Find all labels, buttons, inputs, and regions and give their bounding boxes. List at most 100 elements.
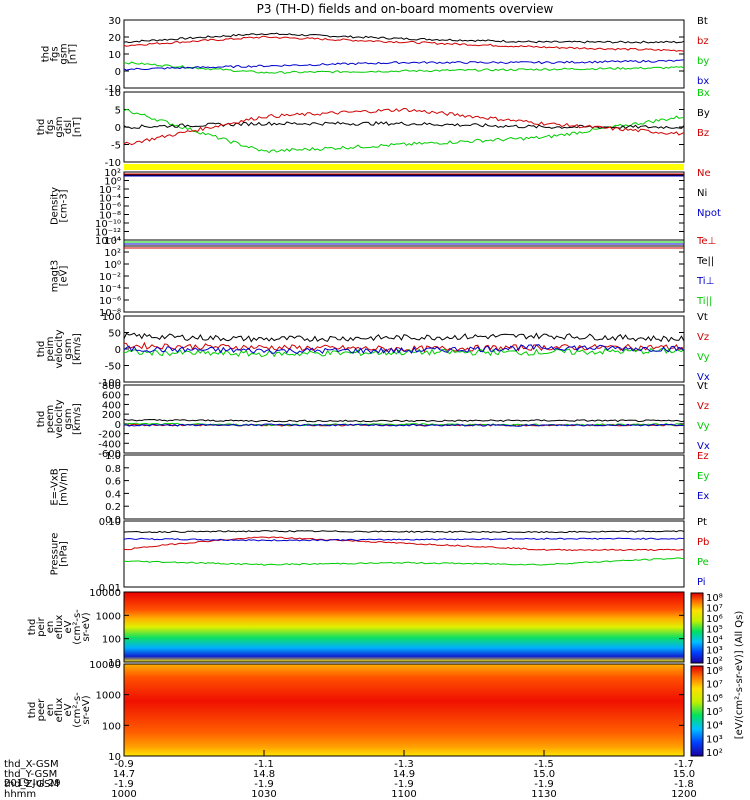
x-tick-label: -1.8 — [674, 779, 694, 790]
y-tick-label: 10⁻¹⁰ — [95, 219, 121, 230]
y-tick-label: 200 — [102, 410, 121, 421]
y-tick-label: -50 — [105, 362, 121, 373]
y-tick-label: 0.0 — [105, 515, 121, 526]
legend-pressure-3: Pi — [697, 577, 706, 588]
series-fgs-gsm-dsl-Bx — [123, 108, 684, 154]
legend-density-2: Npot — [697, 208, 721, 219]
panel-peim-vel: 100500-50-100thdpeimvelocitygsm[km/s]VtV… — [36, 312, 710, 389]
y-tick-label: 50 — [108, 329, 121, 340]
series-fgs-gsm-bz — [123, 35, 685, 52]
y-axis-label: peer — [36, 698, 47, 722]
colorbar-ticks: 10⁸10⁷10⁶10⁵10⁴10³10²10⁸10⁷10⁶10⁵10⁴10³1… — [706, 593, 723, 759]
legend-density-1: Ni — [697, 188, 707, 199]
x-tick-label: 14.9 — [393, 769, 415, 780]
y-axis-label: thd — [36, 341, 47, 358]
legend-fgs-gsm-0: Bt — [697, 16, 708, 27]
y-tick-label: 100 — [102, 721, 121, 732]
date-label: 2019 Jul 29 — [4, 778, 61, 789]
peir-spectrogram — [124, 592, 684, 662]
y-tick-label: 1000 — [96, 611, 121, 622]
y-axis-label: eV — [63, 703, 74, 716]
x-tick-label: 1030 — [251, 789, 276, 800]
legend-pressure-0: Pt — [697, 517, 707, 528]
y-axis-label: thd — [41, 46, 52, 63]
panel-peer-spec: 10000 1000 100 10 thdpeerenefluxeV(cm²-s-sr-… — [27, 660, 685, 763]
series-fgs-gsm-by — [123, 61, 685, 75]
x-tick-label: 1200 — [671, 789, 696, 800]
panel-efield: 1.0 0.8 0.60.4 0.2 0.0 E=-VxB[mV/m] Ez Ey Ex — [50, 451, 710, 526]
panel-pressure: 0.10 0.01 Pressure[nPa] Pt Pb Pe Pi — [50, 517, 710, 594]
colorbar-tick-label: 10⁵ — [706, 625, 723, 636]
panel-frame — [123, 384, 685, 454]
y-axis-label: gsm — [63, 408, 74, 429]
peer-spectrogram — [124, 664, 684, 756]
y-axis-label: peir — [36, 616, 47, 636]
colorbar-lower — [690, 665, 704, 757]
y-tick-label: -600 — [98, 449, 121, 460]
series-pressure-Pe — [123, 557, 685, 566]
y-axis-label: [cm-3] — [59, 189, 70, 222]
y-tick-label: 100 — [102, 312, 121, 323]
y-tick-label: 0.4 — [105, 489, 121, 500]
panel-frame — [123, 239, 685, 313]
y-tick-label: 1000 — [96, 691, 121, 702]
legend-peem-vel-3: Vx — [697, 441, 710, 452]
colorbar-tick-label: 10² — [706, 656, 723, 667]
colorbar-upper — [690, 592, 704, 664]
x-tick-label: -1.9 — [254, 779, 274, 790]
y-axis-label: thd — [36, 119, 47, 136]
x-tick-label: -1.5 — [534, 759, 554, 770]
y-axis-label: magt3 — [50, 260, 61, 293]
y-tick-label: 0 — [115, 420, 121, 431]
series-pressure-Pb — [123, 536, 685, 552]
y-axis-label: velocity — [54, 399, 65, 438]
y-tick-label: 10 — [108, 88, 121, 99]
colorbar: 10⁸10⁷10⁶10⁵10⁴10³10²10⁸10⁷10⁶10⁵10⁴10³1… — [690, 592, 745, 759]
y-axis-label: fgs — [45, 119, 56, 134]
y-axis-label: E=-VxB — [50, 468, 61, 505]
y-axis-label: [km/s] — [72, 403, 83, 435]
y-tick-label: 10⁻² — [99, 185, 121, 196]
colorbar-tick-label: 10⁴ — [706, 721, 723, 732]
colorbar-tick-label: 10⁶ — [706, 693, 723, 704]
y-tick-label: 1.0 — [105, 451, 121, 462]
y-tick-label: 0 — [115, 67, 121, 78]
legend-peem-vel-0: Vt — [697, 381, 708, 392]
x-tick-label: 14.8 — [253, 769, 275, 780]
y-tick-label: 10 — [108, 50, 121, 61]
y-axis-label: [nT] — [72, 117, 83, 137]
y-axis-label: peim — [45, 336, 56, 361]
panel-frame — [123, 591, 685, 663]
colorbar-tick-label: 10² — [706, 748, 723, 759]
legend-peem-vel-1: Vz — [697, 401, 709, 412]
x-row-label: thd_X-GSM — [4, 759, 59, 770]
y-axis-label: peem — [45, 405, 56, 433]
y-tick-label: 0 — [115, 123, 121, 134]
panel-frame — [123, 171, 685, 241]
x-row-label: thd_Z-GSM — [4, 779, 59, 790]
y-tick-label: -5 — [111, 141, 121, 152]
panel-frame — [123, 454, 685, 520]
x-tick-label: 15.0 — [533, 769, 555, 780]
y-axis-label: en — [45, 704, 56, 717]
y-axis-label: sr-eV) — [81, 612, 92, 641]
y-tick-label: -10 — [105, 84, 121, 95]
y-tick-label: 10⁻⁶ — [99, 202, 121, 213]
y-tick-label: 10⁻⁴ — [99, 284, 121, 295]
legend-peem-vel-2: Vy — [697, 421, 710, 432]
legend-temp-1: Te|| — [696, 256, 714, 267]
y-tick-label: 5 — [115, 106, 121, 117]
y-tick-label: 400 — [102, 400, 121, 411]
y-tick-label: 20 — [108, 33, 121, 44]
x-tick-label: -1.3 — [394, 759, 414, 770]
y-axis-label: [nPa] — [59, 541, 70, 567]
y-tick-label: -10 — [105, 158, 121, 169]
y-tick-label: 10⁻⁸ — [99, 211, 121, 222]
x-tick-label: -0.9 — [114, 759, 134, 770]
series-peem-vel-Vx — [123, 423, 685, 427]
panel-frame — [123, 91, 685, 163]
y-axis-label: Pressure — [50, 533, 61, 576]
y-tick-label: 10² — [104, 248, 121, 259]
